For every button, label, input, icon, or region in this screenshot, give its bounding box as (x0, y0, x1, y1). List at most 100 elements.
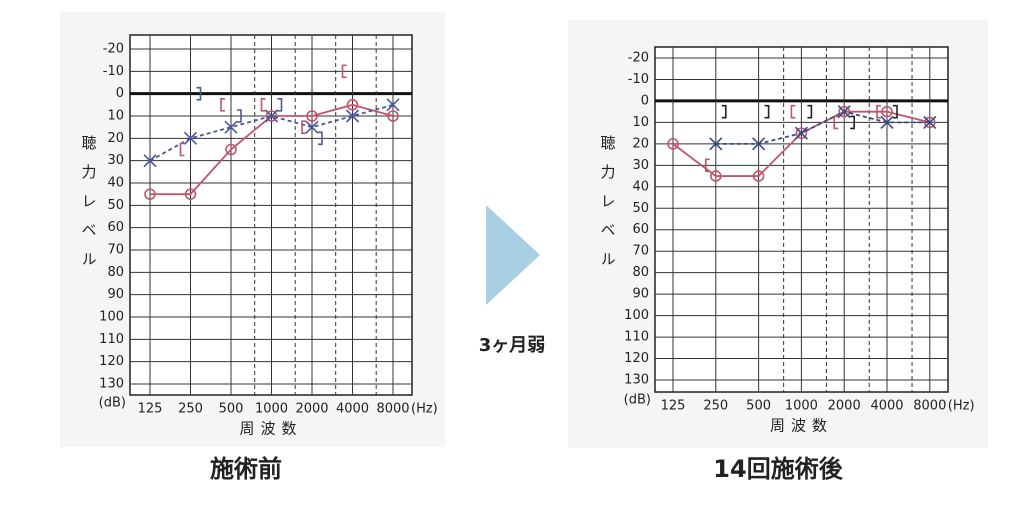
marker-bracket (790, 104, 796, 119)
x-axis-title: 周波数 (239, 420, 302, 438)
x-tick-label: 500 (219, 402, 244, 417)
marker-x (386, 98, 400, 112)
x-tick-label: 2000 (295, 402, 328, 417)
y-unit: (dB) (99, 396, 126, 411)
y-tick-label: 70 (107, 243, 124, 258)
marker-x (224, 120, 238, 134)
x-axis-title: 周波数 (770, 417, 833, 435)
y-tick-label: -10 (628, 72, 649, 87)
marker-circle (709, 170, 722, 182)
marker-bracket (220, 98, 225, 112)
marker-x (143, 154, 157, 168)
y-tick-label: 0 (116, 86, 124, 101)
x-tick-label: 125 (138, 402, 163, 417)
y-axis-title: 聴力レベル (599, 135, 617, 280)
y-unit: (dB) (624, 393, 651, 408)
x-tick-label: 125 (661, 399, 686, 414)
y-tick-label: 120 (99, 354, 124, 369)
y-tick-label: 30 (107, 153, 124, 168)
y-tick-label: 130 (624, 373, 649, 388)
y-tick-label: 100 (624, 308, 649, 323)
marker-circle (346, 99, 359, 111)
marker-bracket (833, 115, 839, 130)
arrow (486, 205, 540, 305)
marker-circle (923, 116, 936, 129)
marker-x (709, 137, 723, 151)
marker-bracket (179, 142, 185, 157)
marker-circle (225, 143, 237, 156)
x-tick-label: 250 (703, 399, 728, 414)
chart-title: 14回施術後 (713, 455, 843, 483)
x-tick-label: 1000 (255, 402, 288, 417)
marker-bracket (893, 104, 898, 119)
marker-bracket (721, 104, 727, 119)
x-tick-label: 4000 (336, 402, 369, 417)
marker-bracket (301, 120, 306, 134)
marker-bracket (260, 98, 266, 112)
marker-bracket (237, 109, 242, 123)
marker-x (923, 115, 937, 129)
y-tick-label: 60 (107, 220, 124, 235)
y-tick-label: 90 (632, 287, 649, 302)
marker-circle (184, 188, 197, 200)
y-tick-label: 80 (632, 265, 649, 280)
y-tick-label: 30 (632, 158, 649, 173)
marker-circle (752, 170, 765, 182)
x-tick-label: 1000 (785, 399, 818, 414)
y-tick-label: 50 (632, 201, 649, 216)
x-unit: (Hz) (948, 399, 975, 414)
marker-x (305, 120, 319, 134)
y-tick-label: 0 (641, 93, 649, 108)
y-tick-label: 130 (99, 377, 124, 392)
y-tick-label: 40 (632, 179, 649, 194)
x-tick-label: 8000 (376, 402, 409, 417)
marker-bracket (764, 104, 770, 119)
marker-bracket (807, 104, 813, 119)
x-tick-label: 8000 (913, 399, 946, 414)
y-axis-title: 聴力レベル (80, 135, 98, 280)
marker-circle (667, 138, 679, 150)
x-tick-label: 2000 (828, 399, 861, 414)
series-line (715, 110, 930, 145)
marker-bracket (318, 131, 323, 146)
y-tick-label: -20 (628, 51, 649, 66)
y-tick-label: 110 (99, 332, 124, 347)
marker-circle (387, 110, 399, 122)
marker-circle (838, 105, 851, 118)
x-tick-label: 250 (178, 402, 203, 417)
marker-circle (881, 105, 893, 118)
marker-x (880, 115, 894, 129)
marker-x (183, 131, 198, 145)
y-tick-label: -20 (103, 42, 124, 57)
marker-x (752, 137, 766, 151)
y-tick-label: 80 (107, 265, 124, 280)
y-tick-label: 90 (107, 287, 124, 302)
annotation: 3ヶ月弱 (479, 335, 546, 356)
marker-x (264, 109, 279, 123)
y-tick-label: 100 (99, 310, 124, 325)
y-tick-label: 10 (107, 109, 124, 124)
x-tick-label: 4000 (870, 399, 903, 414)
marker-x (345, 109, 360, 123)
marker-bracket (850, 115, 855, 130)
marker-x (794, 126, 808, 140)
y-tick-label: 20 (632, 136, 649, 151)
x-unit: (Hz) (411, 402, 438, 417)
marker-bracket (341, 64, 347, 79)
y-tick-label: 20 (107, 131, 124, 146)
marker-x (837, 105, 851, 119)
y-tick-label: 110 (624, 330, 649, 345)
chart-title: 施術前 (210, 455, 282, 483)
y-tick-label: -10 (103, 64, 124, 79)
marker-circle (795, 127, 808, 139)
marker-circle (265, 110, 278, 122)
y-tick-label: 60 (632, 222, 649, 237)
y-tick-label: 70 (632, 244, 649, 259)
y-tick-label: 10 (632, 115, 649, 130)
y-tick-label: 50 (107, 198, 124, 213)
marker-bracket (876, 104, 881, 119)
marker-bracket (705, 158, 710, 173)
marker-bracket (196, 86, 202, 101)
y-tick-label: 40 (107, 176, 124, 191)
